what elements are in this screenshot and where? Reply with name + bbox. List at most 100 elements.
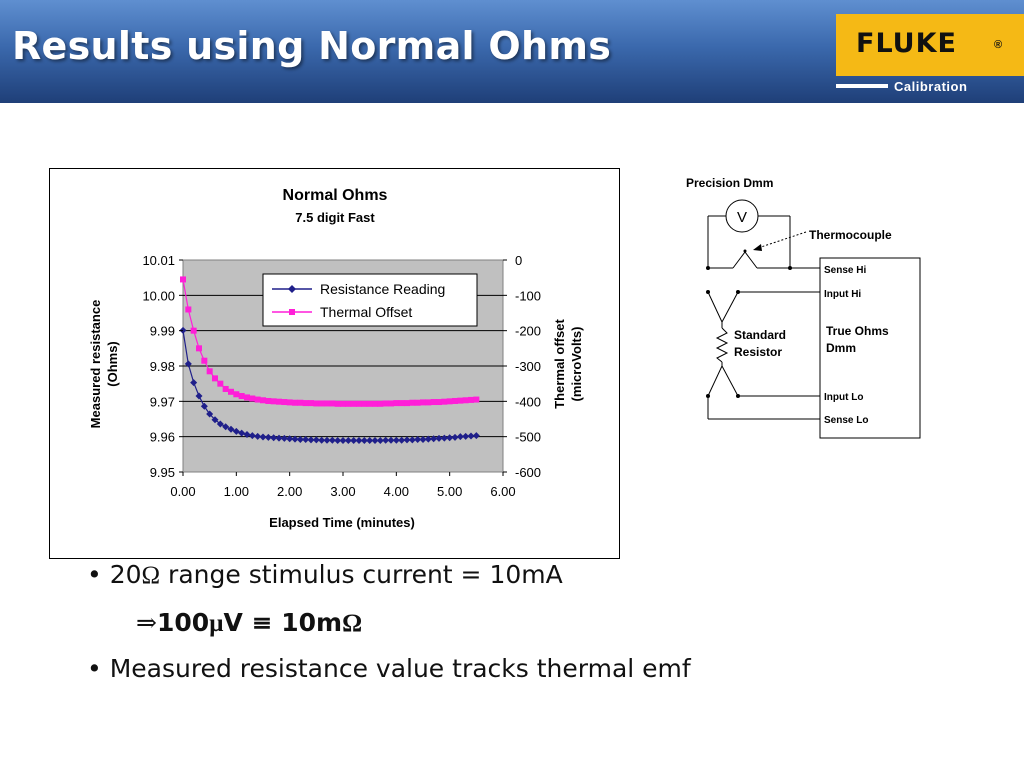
resistance-point [190,379,198,387]
resistance-point [270,434,278,442]
thermal-point [286,399,293,406]
resistance-point [456,433,464,441]
resistance-point [328,436,336,444]
dmm-loop [707,215,791,268]
bullet-stimulus-current: • 20Ω range stimulus current = 10mA [87,560,563,590]
resistance-point [275,434,283,442]
legend-marker-thermal [289,309,295,315]
thermal-point [201,357,208,364]
legend-marker-resistance [288,285,296,293]
resistance-point [344,437,352,445]
resistor-label-line2: Resistor [734,345,782,359]
thermal-point [393,400,400,407]
true-ohms-dmm-box [819,257,921,439]
resistance-point [222,423,230,431]
resistance-point [243,431,251,439]
thermal-point [254,396,261,403]
voltmeter-label: V [737,209,747,226]
y-right-tick-label: -600 [515,465,541,480]
normal-ohms-chart: Normal Ohms 7.5 digit Fast 10.01 0 10.00 -1… [88,187,584,530]
y-axis-left-label-line2: (Ohms) [105,341,120,387]
x-tick-label: 1.00 [224,484,249,499]
thermal-point [185,306,192,313]
thermal-point [276,398,282,405]
resistance-point [430,435,438,443]
resistance-point [259,433,267,441]
logo-calibration: Calibration [894,79,968,94]
equiv-value-a: 100 [156,608,210,637]
resistance-point [467,432,475,440]
x-tick-label: 2.00 [277,484,302,499]
bullet-tracks-emf: • Measured resistance value tracks therm… [87,654,691,683]
y-left-tick-label: 9.96 [150,430,175,445]
resistance-point [254,432,262,440]
thermal-point [180,276,186,283]
legend-box [262,273,478,327]
terminal-sense-lo: Sense Lo [824,415,868,426]
fluke-logo: FLUKE ® [836,14,1024,76]
thermal-point [302,400,309,407]
y-left-tick-label: 9.95 [150,465,175,480]
resistance-point [371,437,379,445]
bullet1-prefix: • 20 [87,560,142,589]
logo-underline [836,84,888,88]
thermocouple-symbol [708,251,820,269]
thermal-point [308,400,314,407]
legend: Resistance Reading Thermal Offset [262,273,478,327]
ohm-symbol-2: Ω [342,610,363,637]
resistance-point [264,433,272,441]
resistance-point [216,420,224,428]
thermal-point [345,400,352,407]
resistor-label-line1: Standard [734,328,786,342]
resistance-point [334,437,342,445]
resistance-point [206,410,214,418]
resistance-point [302,435,310,443]
resistance-point [232,427,240,435]
resistance-point [339,437,347,445]
thermal-point [265,397,272,404]
y-left-tick-label: 9.99 [150,324,175,339]
resistance-point [323,436,331,444]
slide-title: Results using Normal Ohms [12,24,612,68]
legend-label-thermal: Thermal Offset [320,304,412,320]
chart-subtitle: 7.5 digit Fast [295,210,375,225]
implies-arrow: ⇒ [136,608,157,637]
x-tick-label: 4.00 [384,484,409,499]
thermal-point [462,397,469,404]
x-axis-label: Elapsed Time (minutes) [269,515,415,530]
resistance-point [248,432,256,440]
resistance-point [318,436,326,444]
resistance-point [472,432,480,440]
resistor-network [707,291,820,420]
thermal-point [238,393,245,400]
ohm-symbol: Ω [141,562,161,589]
thermocouple-pointer [757,231,807,249]
thermal-point [446,398,453,405]
resistance-point [227,425,235,433]
micro-symbol: µ [209,610,224,637]
resistance-point [350,437,358,445]
resistance-point [440,434,448,442]
thermal-point [260,397,266,404]
y-axis-left-label-line1: Measured resistance [88,300,103,429]
resistance-point [195,392,203,400]
thermal-point [468,396,474,403]
resistance-point [355,437,363,445]
thermal-point [350,400,357,407]
y-left-tick-label: 9.98 [150,359,175,374]
resistance-point [387,436,395,444]
y-right-tick-label: -400 [515,394,541,409]
resistance-point [200,402,208,410]
thermal-point [222,385,229,392]
thermal-point [404,400,410,407]
precision-dmm-label: Precision Dmm [686,176,773,190]
voltmeter-symbol [725,199,759,233]
thermocouple-arrowhead [753,244,762,251]
thermal-point [473,396,480,403]
logo-brand: FLUKE [856,28,957,59]
logo-registered-mark: ® [994,39,1003,51]
equiv-value-c: 10m [272,608,343,637]
thermal-point [366,400,373,407]
legend-label-resistance: Resistance Reading [320,281,445,297]
resistance-point [408,436,416,444]
